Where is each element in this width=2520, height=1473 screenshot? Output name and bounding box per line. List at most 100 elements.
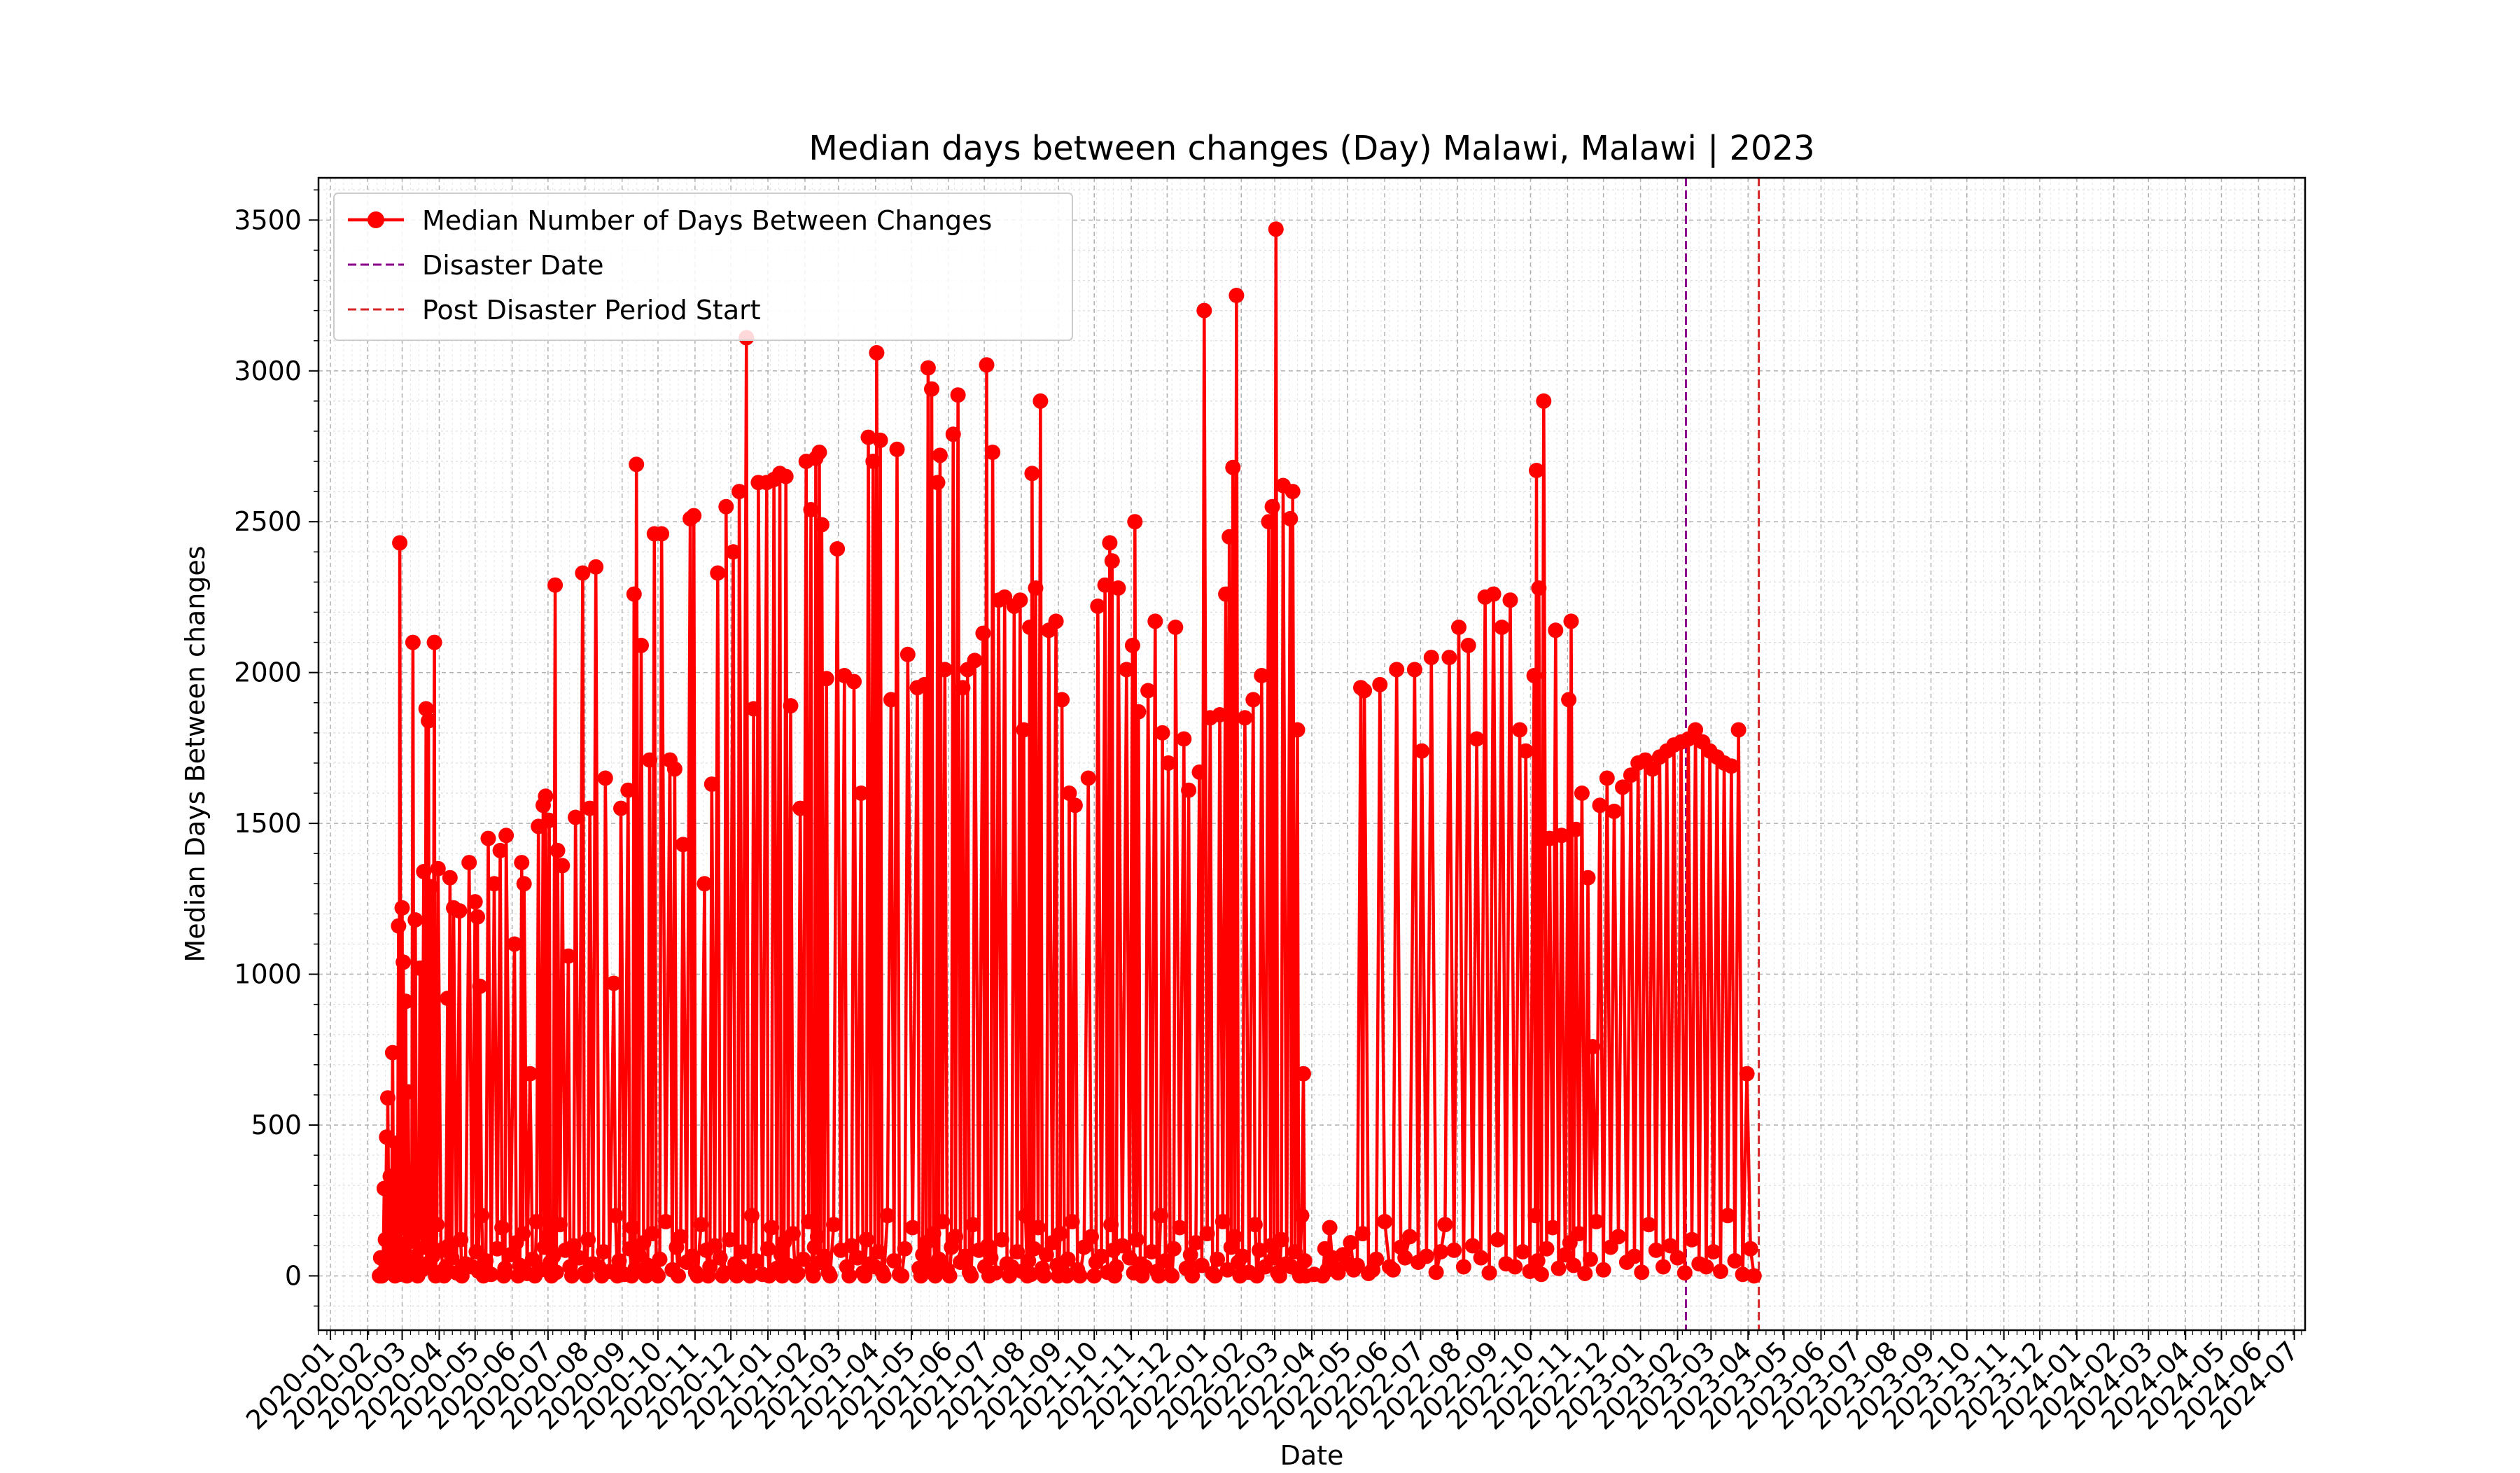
- data-point: [1119, 662, 1135, 678]
- data-point: [811, 445, 827, 461]
- data-point: [1582, 1251, 1598, 1267]
- data-point: [388, 1135, 404, 1151]
- data-point: [725, 544, 741, 560]
- data-point: [1194, 1257, 1210, 1273]
- data-point: [1032, 393, 1049, 409]
- data-point: [684, 1248, 700, 1264]
- data-point: [826, 1217, 841, 1233]
- data-point: [388, 1208, 404, 1224]
- data-point: [541, 812, 557, 828]
- data-point: [897, 1241, 913, 1257]
- data-point: [894, 1268, 910, 1284]
- data-point: [809, 1229, 825, 1245]
- data-point: [1254, 668, 1270, 683]
- data-point: [1550, 1260, 1567, 1276]
- data-point: [860, 429, 876, 445]
- data-point: [1592, 797, 1608, 814]
- data-point: [844, 1238, 860, 1254]
- data-point: [1127, 514, 1143, 530]
- x-axis: 2020-012020-022020-032020-042020-052020-…: [240, 1330, 2304, 1436]
- data-point: [1196, 302, 1212, 319]
- data-point: [634, 637, 649, 653]
- data-point: [545, 1248, 561, 1264]
- data-point: [1574, 786, 1590, 801]
- data-point: [1144, 1244, 1160, 1259]
- data-point: [1418, 1248, 1434, 1264]
- data-point: [489, 1241, 505, 1257]
- data-point: [1103, 1217, 1119, 1233]
- data-point: [376, 1180, 392, 1196]
- data-point: [564, 1268, 580, 1284]
- data-point: [1210, 1251, 1226, 1267]
- data-point: [1093, 1248, 1110, 1264]
- data-point: [1023, 1266, 1039, 1283]
- data-point: [1446, 1242, 1462, 1258]
- data-point: [396, 954, 412, 970]
- x-axis-label: Date: [1280, 1440, 1344, 1470]
- data-point: [955, 680, 971, 696]
- data-point: [405, 634, 421, 650]
- data-point: [913, 1268, 929, 1284]
- data-point: [402, 1162, 419, 1178]
- data-point: [746, 701, 762, 717]
- data-point: [1746, 1268, 1762, 1284]
- data-point: [1406, 662, 1422, 678]
- data-point: [1153, 1208, 1168, 1224]
- data-point: [429, 1217, 445, 1233]
- data-point: [748, 1252, 764, 1269]
- data-point: [492, 842, 508, 858]
- data-point: [1644, 761, 1660, 777]
- data-point: [1354, 1226, 1371, 1242]
- data-point: [571, 1250, 587, 1266]
- data-point: [869, 344, 885, 361]
- data-point: [377, 1231, 393, 1248]
- data-point: [407, 912, 424, 928]
- legend-label: Disaster Date: [422, 250, 604, 281]
- data-point: [1064, 1213, 1080, 1229]
- data-point: [1226, 1229, 1242, 1245]
- data-point: [1084, 1229, 1099, 1245]
- data-point: [858, 1231, 874, 1248]
- data-point: [945, 426, 961, 442]
- data-point: [1485, 586, 1502, 602]
- y-tick-label: 0: [285, 1260, 302, 1291]
- data-point: [1611, 1229, 1626, 1245]
- data-point: [514, 855, 530, 871]
- data-point: [1048, 613, 1064, 629]
- data-point: [580, 1231, 596, 1248]
- data-point: [1097, 577, 1113, 593]
- data-point: [380, 1090, 396, 1106]
- data-point: [1531, 580, 1547, 596]
- data-point: [582, 800, 598, 816]
- data-point: [1566, 1257, 1581, 1273]
- data-point: [988, 1265, 1004, 1281]
- data-point: [1723, 758, 1740, 774]
- data-point: [416, 864, 432, 879]
- data-point: [1296, 1066, 1311, 1082]
- data-point: [931, 1251, 947, 1267]
- legend: Median Number of Days Between Changes Dis…: [333, 193, 1073, 341]
- data-point: [1357, 683, 1373, 699]
- data-point: [1368, 1251, 1385, 1267]
- y-tick-label: 1500: [234, 808, 302, 839]
- data-point: [1623, 767, 1639, 783]
- data-point: [1296, 1252, 1312, 1269]
- data-point: [1080, 770, 1096, 786]
- data-point: [613, 800, 629, 816]
- data-point: [1518, 743, 1534, 759]
- data-point: [801, 1213, 817, 1229]
- data-point: [675, 837, 691, 853]
- data-point: [1539, 1241, 1555, 1257]
- data-point: [1060, 1251, 1076, 1267]
- data-point: [1110, 580, 1126, 596]
- data-point: [1529, 463, 1544, 478]
- data-point: [1561, 692, 1577, 708]
- data-point: [778, 468, 794, 484]
- data-point: [899, 646, 916, 662]
- data-point: [566, 1238, 582, 1254]
- data-point: [1656, 1259, 1671, 1275]
- data-point: [596, 1244, 612, 1259]
- data-point: [889, 441, 905, 457]
- data-point: [1282, 510, 1298, 526]
